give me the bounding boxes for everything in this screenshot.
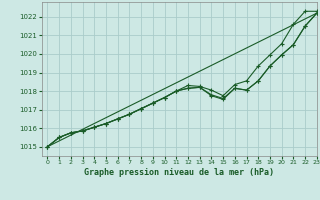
X-axis label: Graphe pression niveau de la mer (hPa): Graphe pression niveau de la mer (hPa) [84,168,274,177]
